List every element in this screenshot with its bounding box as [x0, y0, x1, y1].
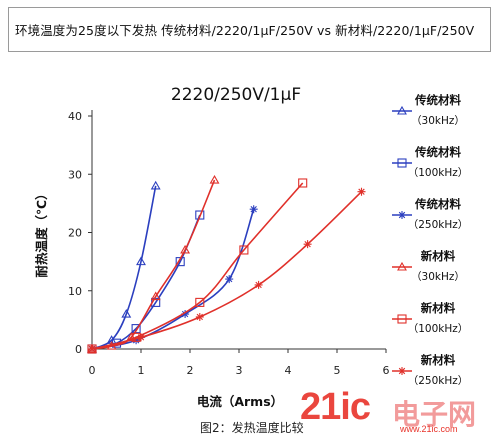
data-point: [88, 345, 96, 353]
legend-marker: [397, 158, 407, 168]
data-point: [209, 174, 220, 184]
legend-freq: （250kHz）: [408, 219, 469, 231]
data-point: [121, 308, 132, 318]
data-point: [150, 180, 161, 190]
x-tick-label: 2: [187, 364, 194, 377]
data-point: [239, 245, 249, 255]
data-point: [195, 312, 204, 321]
legend-label: 新材料: [421, 353, 456, 367]
legend-freq: （100kHz）: [408, 323, 469, 335]
series-line: [91, 191, 363, 350]
x-tick-label: 5: [334, 364, 341, 377]
y-tick-label: 30: [68, 168, 82, 181]
header-box: 环境温度为25度以下发热 传统材料/2220/1μF/250V vs 新材料/2…: [8, 7, 491, 52]
series-line: [91, 185, 157, 350]
series-line: [91, 179, 216, 350]
legend-marker: [398, 211, 406, 219]
data-point: [181, 310, 190, 319]
data-point: [137, 333, 145, 342]
legend-label: 传统材料: [414, 145, 461, 159]
y-tick-label: 0: [75, 343, 82, 356]
data-point: [225, 275, 234, 284]
y-tick-label: 20: [68, 227, 82, 240]
legend-marker: [397, 314, 407, 324]
legend-freq: （250kHz）: [408, 375, 469, 387]
legend-freq: （30kHz）: [411, 271, 465, 283]
legend-marker: [397, 261, 407, 271]
legend-label: 传统材料: [414, 93, 461, 107]
data-point: [150, 291, 161, 301]
legend-marker: [397, 105, 407, 115]
x-tick-label: 3: [236, 364, 243, 377]
legend-marker: [398, 367, 406, 375]
header-text: 环境温度为25度以下发热 传统材料/2220/1μF/250V vs 新材料/2…: [15, 23, 475, 38]
x-tick-label: 0: [89, 364, 96, 377]
legend-freq: （30kHz）: [411, 115, 465, 127]
watermark-logo: 21ic: [300, 386, 371, 428]
legend-label: 新材料: [421, 249, 456, 263]
series-line: [91, 182, 304, 350]
chart-title: 2220/250V/1μF: [171, 85, 301, 105]
x-axis-label: 电流（Arms）: [197, 394, 283, 409]
data-point: [357, 187, 366, 196]
y-axis-label: 耐热温度（℃）: [34, 187, 49, 277]
watermark-logo-cn: 电子网: [392, 398, 477, 431]
data-point: [298, 178, 308, 188]
watermark-url: www.21ic.com: [400, 424, 458, 434]
data-point: [254, 280, 263, 289]
data-point: [195, 210, 205, 220]
data-point: [180, 244, 191, 254]
data-point: [131, 324, 141, 334]
legend-label: 传统材料: [414, 197, 461, 211]
x-tick-label: 4: [285, 364, 292, 377]
data-point: [195, 297, 205, 307]
data-point: [249, 205, 258, 214]
legend-label: 新材料: [421, 301, 456, 315]
data-point: [106, 335, 117, 344]
y-tick-label: 10: [68, 285, 82, 298]
data-point: [132, 336, 141, 345]
data-point: [303, 240, 312, 249]
x-tick-label: 1: [138, 364, 145, 377]
y-tick-label: 40: [68, 110, 82, 123]
figure-caption: 图2：发热温度比较: [200, 421, 304, 435]
data-point: [136, 256, 146, 266]
legend-freq: （100kHz）: [408, 167, 469, 179]
x-tick-label: 6: [383, 364, 390, 377]
